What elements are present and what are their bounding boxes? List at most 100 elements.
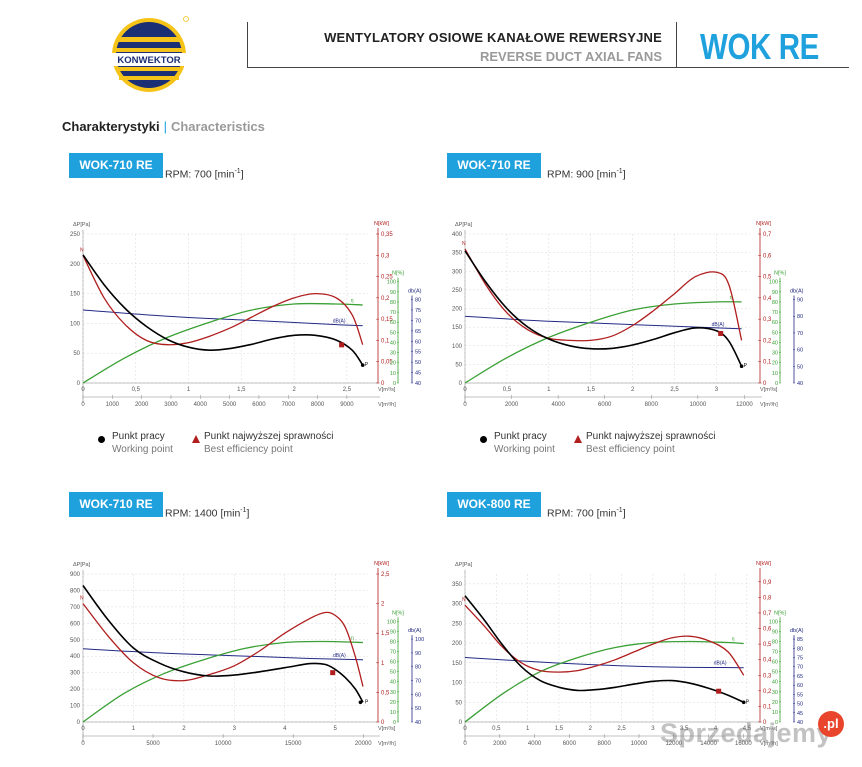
power-tick-label: 0,2 — [763, 689, 772, 695]
y-tick-label: 200 — [70, 687, 81, 693]
efficiency-curve — [464, 640, 744, 723]
noise-tick-label: 75 — [415, 308, 421, 314]
efficiency-tick-label: 100 — [769, 619, 778, 625]
x-tick-label: 8000 — [598, 741, 612, 747]
y-tick-label: 200 — [452, 307, 463, 313]
efficiency-curve-label: η — [351, 298, 354, 304]
efficiency-tick-label: 0 — [393, 720, 396, 726]
power-axis-label: N[kW] — [374, 561, 389, 567]
section-title-pl: Charakterystyki — [62, 119, 160, 134]
x-tick-label: 0,5 — [503, 387, 512, 393]
y-tick-label: 50 — [455, 700, 462, 706]
noise-tick-label: 60 — [797, 348, 803, 354]
noise-tick-label: 80 — [797, 646, 803, 652]
x-tick-label: 6000 — [252, 402, 266, 408]
efficiency-tick-label: 60 — [390, 320, 396, 326]
noise-tick-label: 90 — [797, 298, 803, 304]
power-tick-label: 0,35 — [381, 232, 393, 238]
x-axis-unit: V[m³/s] — [760, 387, 778, 393]
efficiency-tick-label: 30 — [772, 690, 778, 696]
efficiency-curve — [82, 640, 364, 723]
power-tick-label: 0,2 — [763, 338, 772, 344]
efficiency-curve — [82, 302, 363, 384]
x-tick-label: 0 — [81, 741, 85, 747]
model-badge: WOK-710 RE — [69, 492, 163, 517]
y-axis-label: ΔP[Pa] — [455, 222, 473, 228]
efficiency-curve-label: η — [351, 635, 354, 641]
efficiency-tick-label: 70 — [390, 310, 396, 316]
header-divider-left — [247, 22, 248, 68]
section-separator: | — [163, 119, 167, 134]
efficiency-axis-label: N[%] — [774, 610, 786, 616]
noise-curve — [464, 657, 744, 669]
power-tick-label: 0,2 — [381, 296, 390, 302]
x-tick-label: 1 — [526, 726, 530, 732]
efficiency-tick-label: 40 — [390, 680, 396, 686]
y-tick-label: 800 — [70, 588, 81, 594]
noise-axis-label: db(A) — [790, 289, 804, 295]
efficiency-tick-label: 20 — [772, 700, 778, 706]
legend-best-point: Punkt najwyższej sprawności Best efficie… — [574, 431, 716, 455]
x-tick-label: 2000 — [505, 402, 519, 408]
efficiency-tick-label: 30 — [772, 351, 778, 357]
noise-curve-label: dB(A) — [333, 653, 346, 659]
x-axis-unit: V[m³/s] — [378, 726, 396, 732]
section-title-en: Characteristics — [170, 119, 265, 134]
x-tick-label: 3000 — [164, 402, 178, 408]
x-tick-label: 5 — [334, 726, 338, 732]
x-tick-label: 0 — [463, 726, 467, 732]
efficiency-tick-label: 50 — [390, 330, 396, 336]
noise-tick-label: 60 — [415, 339, 421, 345]
y-tick-label: 350 — [452, 251, 463, 257]
noise-axis-label: db(A) — [408, 628, 422, 634]
rpm-label: RPM: 1400 [min-1] — [165, 507, 250, 520]
noise-tick-label: 70 — [415, 679, 421, 685]
y-axis-label: ΔP[Pa] — [455, 562, 473, 568]
x-tick-label: 8000 — [311, 402, 325, 408]
noise-tick-label: 70 — [415, 318, 421, 324]
x-tick-label: 2,5 — [617, 726, 626, 732]
y-tick-label: 400 — [452, 232, 463, 238]
x-tick-label: 0,5 — [132, 387, 141, 393]
legend-working-point: Punkt pracy Working point — [480, 431, 555, 455]
y-tick-label: 50 — [455, 362, 462, 368]
x-tick-label: 2 — [631, 387, 635, 393]
header-divider-middle — [676, 22, 677, 68]
pressure-curve — [464, 595, 745, 704]
x-tick-label: 1,5 — [555, 726, 564, 732]
y-tick-label: 900 — [70, 572, 81, 578]
efficiency-tick-label: 40 — [772, 680, 778, 686]
x-axis-unit: V[m³/s] — [378, 387, 396, 393]
power-curve — [82, 255, 364, 346]
pressure-curve — [464, 250, 743, 367]
noise-tick-label: 40 — [797, 381, 803, 387]
pressure-curve-label: P — [365, 362, 369, 368]
x-tick-label: 4000 — [528, 741, 542, 747]
x-tick-label: 2,5 — [670, 387, 679, 393]
x-tick-label: 0 — [463, 741, 467, 747]
noise-curve — [82, 309, 363, 327]
efficiency-tick-label: 90 — [772, 290, 778, 296]
x-tick-label: 2000 — [493, 741, 507, 747]
y-tick-label: 0 — [459, 381, 463, 387]
working-point — [360, 363, 365, 367]
efficiency-tick-label: 90 — [390, 290, 396, 296]
power-axis-label: N[kW] — [756, 561, 771, 567]
power-tick-label: 0,3 — [763, 317, 772, 323]
x-tick-label: 16000 — [735, 741, 752, 747]
x-tick-label: 7000 — [282, 402, 296, 408]
y-tick-label: 100 — [452, 681, 463, 687]
efficiency-tick-label: 90 — [772, 629, 778, 635]
header-title-pl: WENTYLATORY OSIOWE KANAŁOWE REWERSYJNE — [324, 30, 662, 45]
y-tick-label: 700 — [70, 605, 81, 611]
efficiency-tick-label: 80 — [390, 300, 396, 306]
noise-curve — [82, 648, 364, 661]
x-tick-label: 1,5 — [237, 387, 246, 393]
best-point-icon — [192, 435, 200, 443]
rpm-label: RPM: 900 [min-1] — [547, 168, 626, 181]
efficiency-tick-label: 100 — [769, 280, 778, 286]
y-axis-label: ΔP[Pa] — [73, 562, 91, 568]
noise-tick-label: 75 — [797, 656, 803, 662]
